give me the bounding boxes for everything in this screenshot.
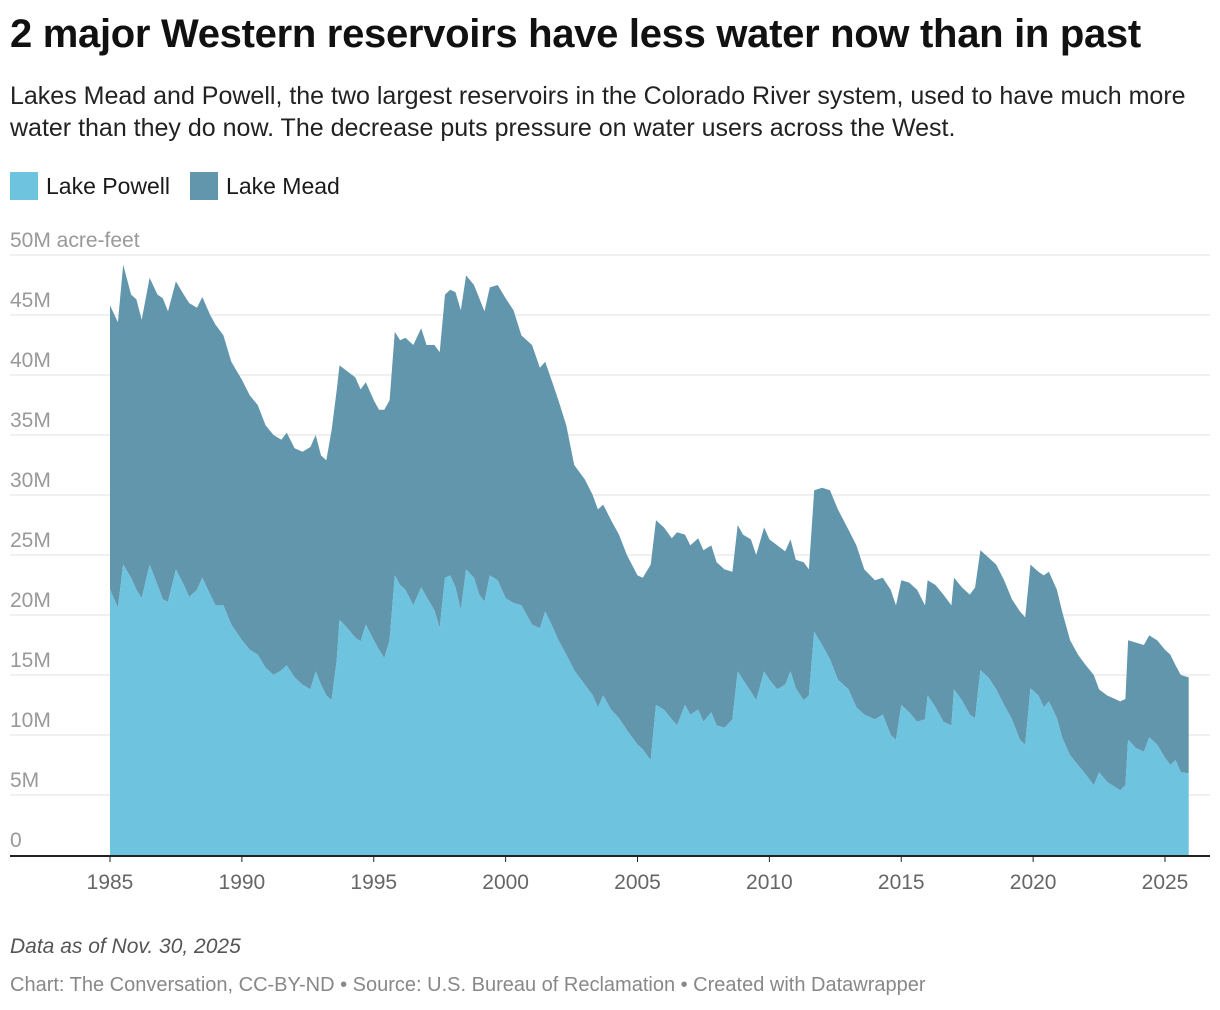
x-tick-label: 2000: [482, 871, 529, 894]
y-tick-label: 35M: [10, 409, 51, 432]
chart-title: 2 major Western reservoirs have less wat…: [10, 12, 1141, 56]
legend-item-lake-powell: Lake Powell: [10, 172, 170, 200]
x-tick-label: 1990: [219, 871, 266, 894]
x-tick-label: 2015: [878, 871, 925, 894]
data-date-note: Data as of Nov. 30, 2025: [10, 935, 241, 958]
legend-label-lake-powell: Lake Powell: [46, 172, 171, 199]
area-lake-mead: [110, 264, 1189, 791]
y-tick-label: 30M: [10, 469, 51, 492]
y-tick-label: 10M: [10, 709, 51, 732]
x-tick-label: 2020: [1010, 871, 1057, 894]
x-tick-label: 1985: [87, 871, 134, 894]
y-tick-label: 25M: [10, 529, 51, 552]
legend-swatch-lake-powell: [10, 172, 38, 200]
legend-swatch-lake-mead: [190, 172, 219, 200]
y-tick-label: 50M acre-feet: [10, 229, 140, 252]
legend: Lake Powell Lake Mead: [10, 172, 340, 200]
y-tick-label: 15M: [10, 649, 51, 672]
legend-item-lake-mead: Lake Mead: [190, 172, 340, 200]
y-tick-label: 45M: [10, 289, 51, 312]
y-tick-label: 0: [10, 829, 22, 852]
x-tick-label: 1995: [350, 871, 397, 894]
x-tick-label: 2025: [1142, 871, 1189, 894]
y-tick-label: 20M: [10, 589, 51, 612]
chart-subtitle: Lakes Mead and Powell, the two largest r…: [10, 82, 1186, 142]
x-tick-label: 2010: [746, 871, 793, 894]
y-tick-label: 40M: [10, 349, 51, 372]
x-tick-label: 2005: [614, 871, 661, 894]
legend-label-lake-mead: Lake Mead: [226, 172, 340, 199]
area-lake-powell: [110, 564, 1189, 855]
source-credit: Chart: The Conversation, CC-BY-ND • Sour…: [10, 974, 926, 996]
y-tick-label: 5M: [10, 769, 39, 792]
